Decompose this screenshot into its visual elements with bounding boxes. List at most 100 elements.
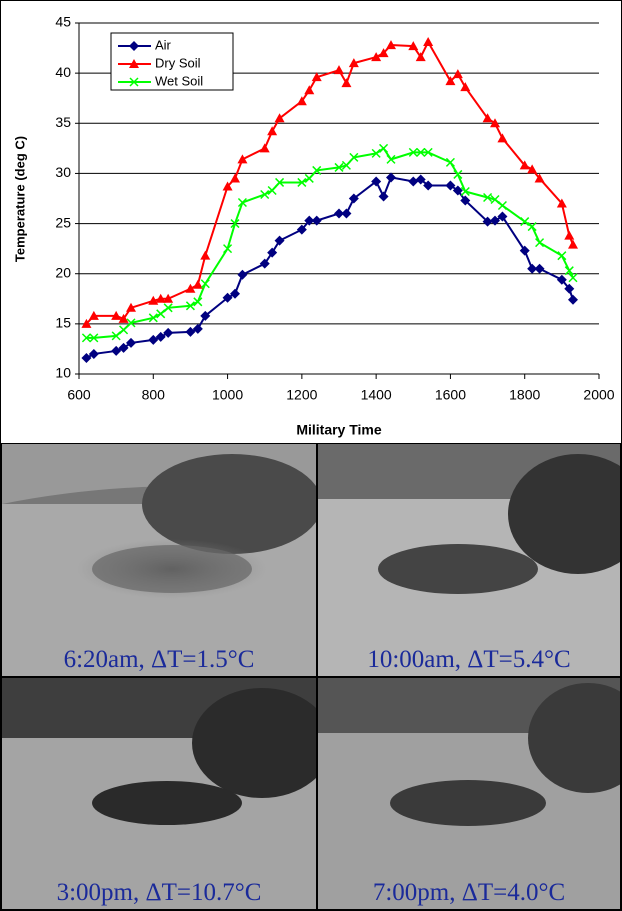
marker bbox=[371, 148, 381, 158]
marker bbox=[311, 215, 322, 226]
marker bbox=[527, 164, 538, 174]
legend: Air Dry Soil Wet Soil bbox=[110, 32, 234, 91]
marker bbox=[452, 185, 463, 196]
marker bbox=[274, 235, 285, 246]
thermal-image: 10:00am, ΔT=5.4°C bbox=[317, 443, 621, 677]
marker bbox=[490, 194, 500, 205]
marker bbox=[274, 113, 285, 123]
marker bbox=[520, 217, 530, 227]
series-line bbox=[86, 146, 574, 339]
marker bbox=[185, 326, 196, 337]
marker bbox=[230, 173, 240, 183]
marker bbox=[482, 216, 493, 227]
marker bbox=[200, 310, 211, 321]
x-tick-label: 1600 bbox=[435, 387, 466, 403]
caption: 7:00pm, ΔT=4.0°C bbox=[372, 879, 566, 906]
marker bbox=[535, 238, 545, 248]
marker bbox=[564, 266, 574, 276]
caption: 10:00am, ΔT=5.4°C bbox=[367, 646, 571, 673]
thermal-image: 3:00pm, ΔT=10.7°C bbox=[1, 677, 317, 910]
marker bbox=[452, 69, 463, 79]
marker bbox=[482, 113, 493, 123]
marker bbox=[129, 77, 139, 87]
marker bbox=[185, 301, 195, 311]
marker bbox=[304, 85, 315, 95]
marker bbox=[423, 147, 433, 157]
marker bbox=[118, 313, 129, 323]
marker bbox=[275, 177, 285, 187]
marker bbox=[200, 250, 211, 260]
marker bbox=[519, 160, 530, 170]
marker bbox=[222, 292, 233, 303]
marker bbox=[81, 318, 92, 328]
marker bbox=[386, 40, 396, 50]
marker bbox=[556, 274, 567, 285]
marker bbox=[267, 185, 277, 196]
marker bbox=[148, 313, 158, 323]
marker bbox=[334, 208, 344, 219]
marker bbox=[497, 211, 508, 222]
thermal-photo bbox=[318, 678, 620, 909]
marker bbox=[564, 230, 575, 240]
marker bbox=[415, 174, 426, 185]
marker bbox=[348, 193, 359, 204]
marker bbox=[312, 165, 322, 175]
marker bbox=[378, 191, 389, 202]
marker bbox=[445, 76, 456, 86]
marker bbox=[148, 334, 159, 345]
marker bbox=[490, 118, 500, 128]
marker bbox=[223, 244, 233, 254]
marker bbox=[460, 195, 471, 206]
marker bbox=[416, 147, 426, 157]
marker bbox=[163, 303, 173, 313]
marker bbox=[408, 41, 419, 51]
marker bbox=[88, 310, 99, 320]
marker bbox=[483, 192, 493, 203]
marker bbox=[237, 269, 248, 280]
marker bbox=[192, 279, 203, 289]
image-grid: 6:20am, ΔT=1.5°C 10:00am, ΔT=5.4°C 3:00p… bbox=[1, 443, 621, 910]
marker bbox=[386, 172, 396, 183]
legend-box bbox=[110, 32, 234, 91]
legend-label: Air bbox=[155, 37, 172, 52]
marker bbox=[304, 215, 315, 226]
x-tick-label: 2000 bbox=[583, 387, 614, 403]
marker bbox=[568, 273, 578, 283]
marker bbox=[155, 331, 166, 342]
y-tick-label: 10 bbox=[55, 365, 71, 381]
thermal-image: 7:00pm, ΔT=4.0°C bbox=[317, 677, 621, 910]
marker bbox=[460, 186, 470, 197]
caption: 6:20am, ΔT=1.5°C bbox=[63, 646, 255, 673]
marker bbox=[200, 279, 210, 289]
y-tick-label: 40 bbox=[55, 64, 71, 80]
x-tick-label: 1000 bbox=[212, 387, 243, 403]
marker bbox=[497, 200, 507, 211]
marker bbox=[230, 288, 240, 299]
marker bbox=[386, 154, 396, 164]
legend-label: Dry Soil bbox=[155, 55, 201, 70]
marker bbox=[490, 215, 500, 226]
marker bbox=[371, 176, 382, 187]
y-tick-label: 15 bbox=[55, 315, 71, 331]
marker bbox=[348, 58, 359, 68]
marker bbox=[445, 157, 455, 167]
marker bbox=[118, 342, 129, 353]
y-tick-label: 30 bbox=[55, 164, 71, 180]
marker bbox=[88, 348, 99, 359]
marker bbox=[519, 245, 530, 256]
y-tick-label: 25 bbox=[55, 214, 71, 230]
marker bbox=[304, 173, 314, 183]
marker bbox=[568, 239, 578, 249]
marker bbox=[163, 293, 174, 303]
marker bbox=[423, 37, 434, 47]
marker bbox=[564, 283, 575, 294]
marker bbox=[334, 162, 344, 172]
marker bbox=[119, 325, 129, 335]
marker bbox=[297, 177, 307, 187]
marker bbox=[296, 224, 307, 235]
caption: 3:00pm, ΔT=10.7°C bbox=[56, 879, 262, 906]
marker bbox=[81, 352, 92, 363]
y-axis-label: Temperature (deg C) bbox=[12, 136, 27, 262]
marker bbox=[453, 169, 463, 179]
marker bbox=[341, 78, 352, 88]
